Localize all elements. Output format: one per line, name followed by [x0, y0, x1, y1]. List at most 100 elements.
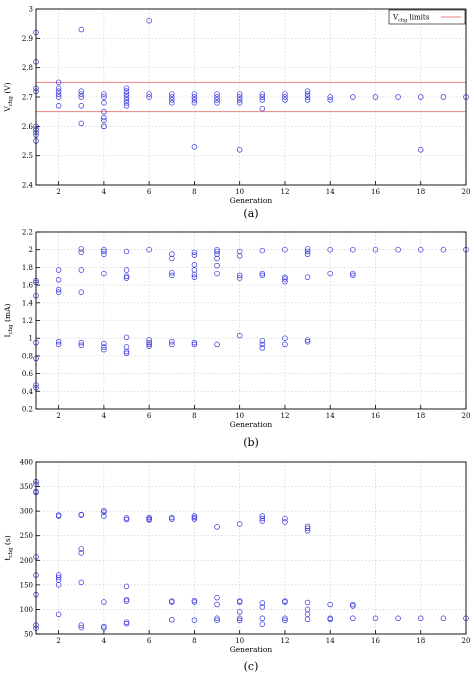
current-data-point [123, 248, 130, 255]
current-data-point [55, 277, 62, 283]
current-data-point [259, 272, 266, 279]
time-data-point [259, 621, 266, 627]
voltage-data-point [123, 94, 130, 100]
voltage-data-point [214, 94, 220, 100]
voltage-y-axis-label-main: V [3, 106, 12, 113]
time-data-point [101, 599, 107, 605]
current-y-axis-label-main: I [3, 334, 12, 337]
current-data-point [78, 339, 85, 346]
current-data-point [78, 342, 85, 349]
current-y-tick-label: 1.4 [22, 299, 34, 307]
time-x-tick-label: 14 [326, 637, 335, 645]
current-data-point [169, 341, 175, 348]
current-data-point [214, 248, 220, 255]
current-panel: 2 4 6 8 10 12 14 16 18 20 0.2 0.4 0.6 0.8 1 1.2 1.4 1.6 1.… [3, 229, 470, 450]
time-data-point [395, 615, 401, 622]
current-data-point [282, 341, 288, 348]
current-data-point [350, 272, 356, 279]
current-y-tick-label: 1.8 [22, 264, 33, 272]
voltage-data-point [304, 88, 311, 94]
voltage-data-point [101, 108, 107, 115]
voltage-data-point [101, 117, 107, 124]
current-x-tick-label: 14 [326, 412, 335, 420]
current-data-point [214, 262, 220, 269]
current-x-tick-label: 8 [192, 412, 196, 420]
time-data-point [101, 625, 107, 631]
time-data-point [304, 528, 311, 534]
time-panel-caption: (c) [244, 660, 259, 673]
voltage-x-tick-label: 20 [462, 188, 471, 196]
voltage-data-point [236, 100, 243, 106]
current-data-point [123, 350, 130, 356]
voltage-data-point [259, 97, 266, 103]
voltage-y-axis-label: Vchg (V) [3, 82, 14, 112]
time-data-point [214, 615, 220, 622]
current-data-point [101, 248, 107, 255]
time-data-point [78, 550, 85, 556]
current-data-point [327, 270, 333, 277]
current-data-point [191, 341, 198, 348]
voltage-data-point [169, 97, 175, 103]
voltage-legend-label-rest: limits [407, 14, 429, 22]
time-data-point [236, 617, 243, 623]
time-data-point [214, 601, 220, 608]
voltage-data-point [282, 94, 288, 100]
voltage-data-point [169, 94, 175, 100]
voltage-data-point [123, 97, 130, 103]
current-data-point [169, 269, 175, 276]
current-data-point [282, 274, 288, 280]
time-data-point [191, 513, 198, 519]
current-data-point [146, 339, 152, 346]
voltage-data-point [282, 97, 288, 103]
time-data-point [55, 513, 62, 519]
current-data-point [55, 267, 62, 273]
time-data-point [101, 513, 107, 519]
voltage-y-axis-label-unit: (V) [3, 82, 12, 96]
current-data-point [146, 341, 152, 348]
voltage-x-tick-label: 14 [326, 188, 335, 196]
current-data-point [146, 337, 152, 343]
time-data-point [78, 512, 85, 518]
time-y-axis-label-unit: (s) [3, 535, 12, 547]
time-data-point [78, 622, 85, 628]
time-data-point [123, 583, 130, 590]
current-plot-frame [35, 231, 467, 410]
voltage-legend-label: Vchg limits [392, 14, 430, 24]
voltage-data-point [191, 97, 198, 103]
current-data-point [259, 345, 266, 351]
current-data-point [191, 267, 198, 273]
voltage-data-point [191, 100, 198, 106]
voltage-x-tick-label: 2 [56, 188, 60, 196]
current-data-point [214, 246, 220, 253]
time-data-point [304, 599, 311, 606]
time-data-point [372, 615, 379, 622]
time-data-point [236, 521, 243, 527]
voltage-data-point [101, 91, 107, 97]
voltage-data-point [78, 103, 85, 109]
current-data-point [101, 270, 107, 277]
voltage-data-point [55, 88, 62, 94]
current-data-point [146, 246, 152, 253]
voltage-x-tick-label: 10 [235, 188, 244, 196]
current-data-point [259, 247, 266, 254]
time-data-point [146, 514, 152, 521]
time-data-point [123, 620, 130, 627]
current-data-point [123, 344, 130, 350]
voltage-y-tick-label: 3 [29, 6, 33, 14]
current-data-point [101, 344, 107, 350]
current-data-point [214, 341, 220, 348]
current-y-tick-label: 1 [29, 335, 33, 343]
current-data-point [304, 338, 311, 345]
current-data-point [236, 272, 243, 279]
voltage-x-axis-label: Generation [230, 196, 273, 205]
current-data-point [123, 267, 130, 273]
time-data-point [55, 611, 62, 618]
current-y-axis-label-unit: (mA) [3, 303, 12, 324]
voltage-data-point [236, 91, 243, 97]
current-data-point [146, 343, 152, 349]
current-y-tick-label: 2.2 [22, 229, 33, 237]
time-data-point [101, 509, 107, 515]
voltage-data-point [146, 17, 152, 24]
current-data-point [123, 334, 130, 341]
time-data-point [327, 616, 333, 623]
